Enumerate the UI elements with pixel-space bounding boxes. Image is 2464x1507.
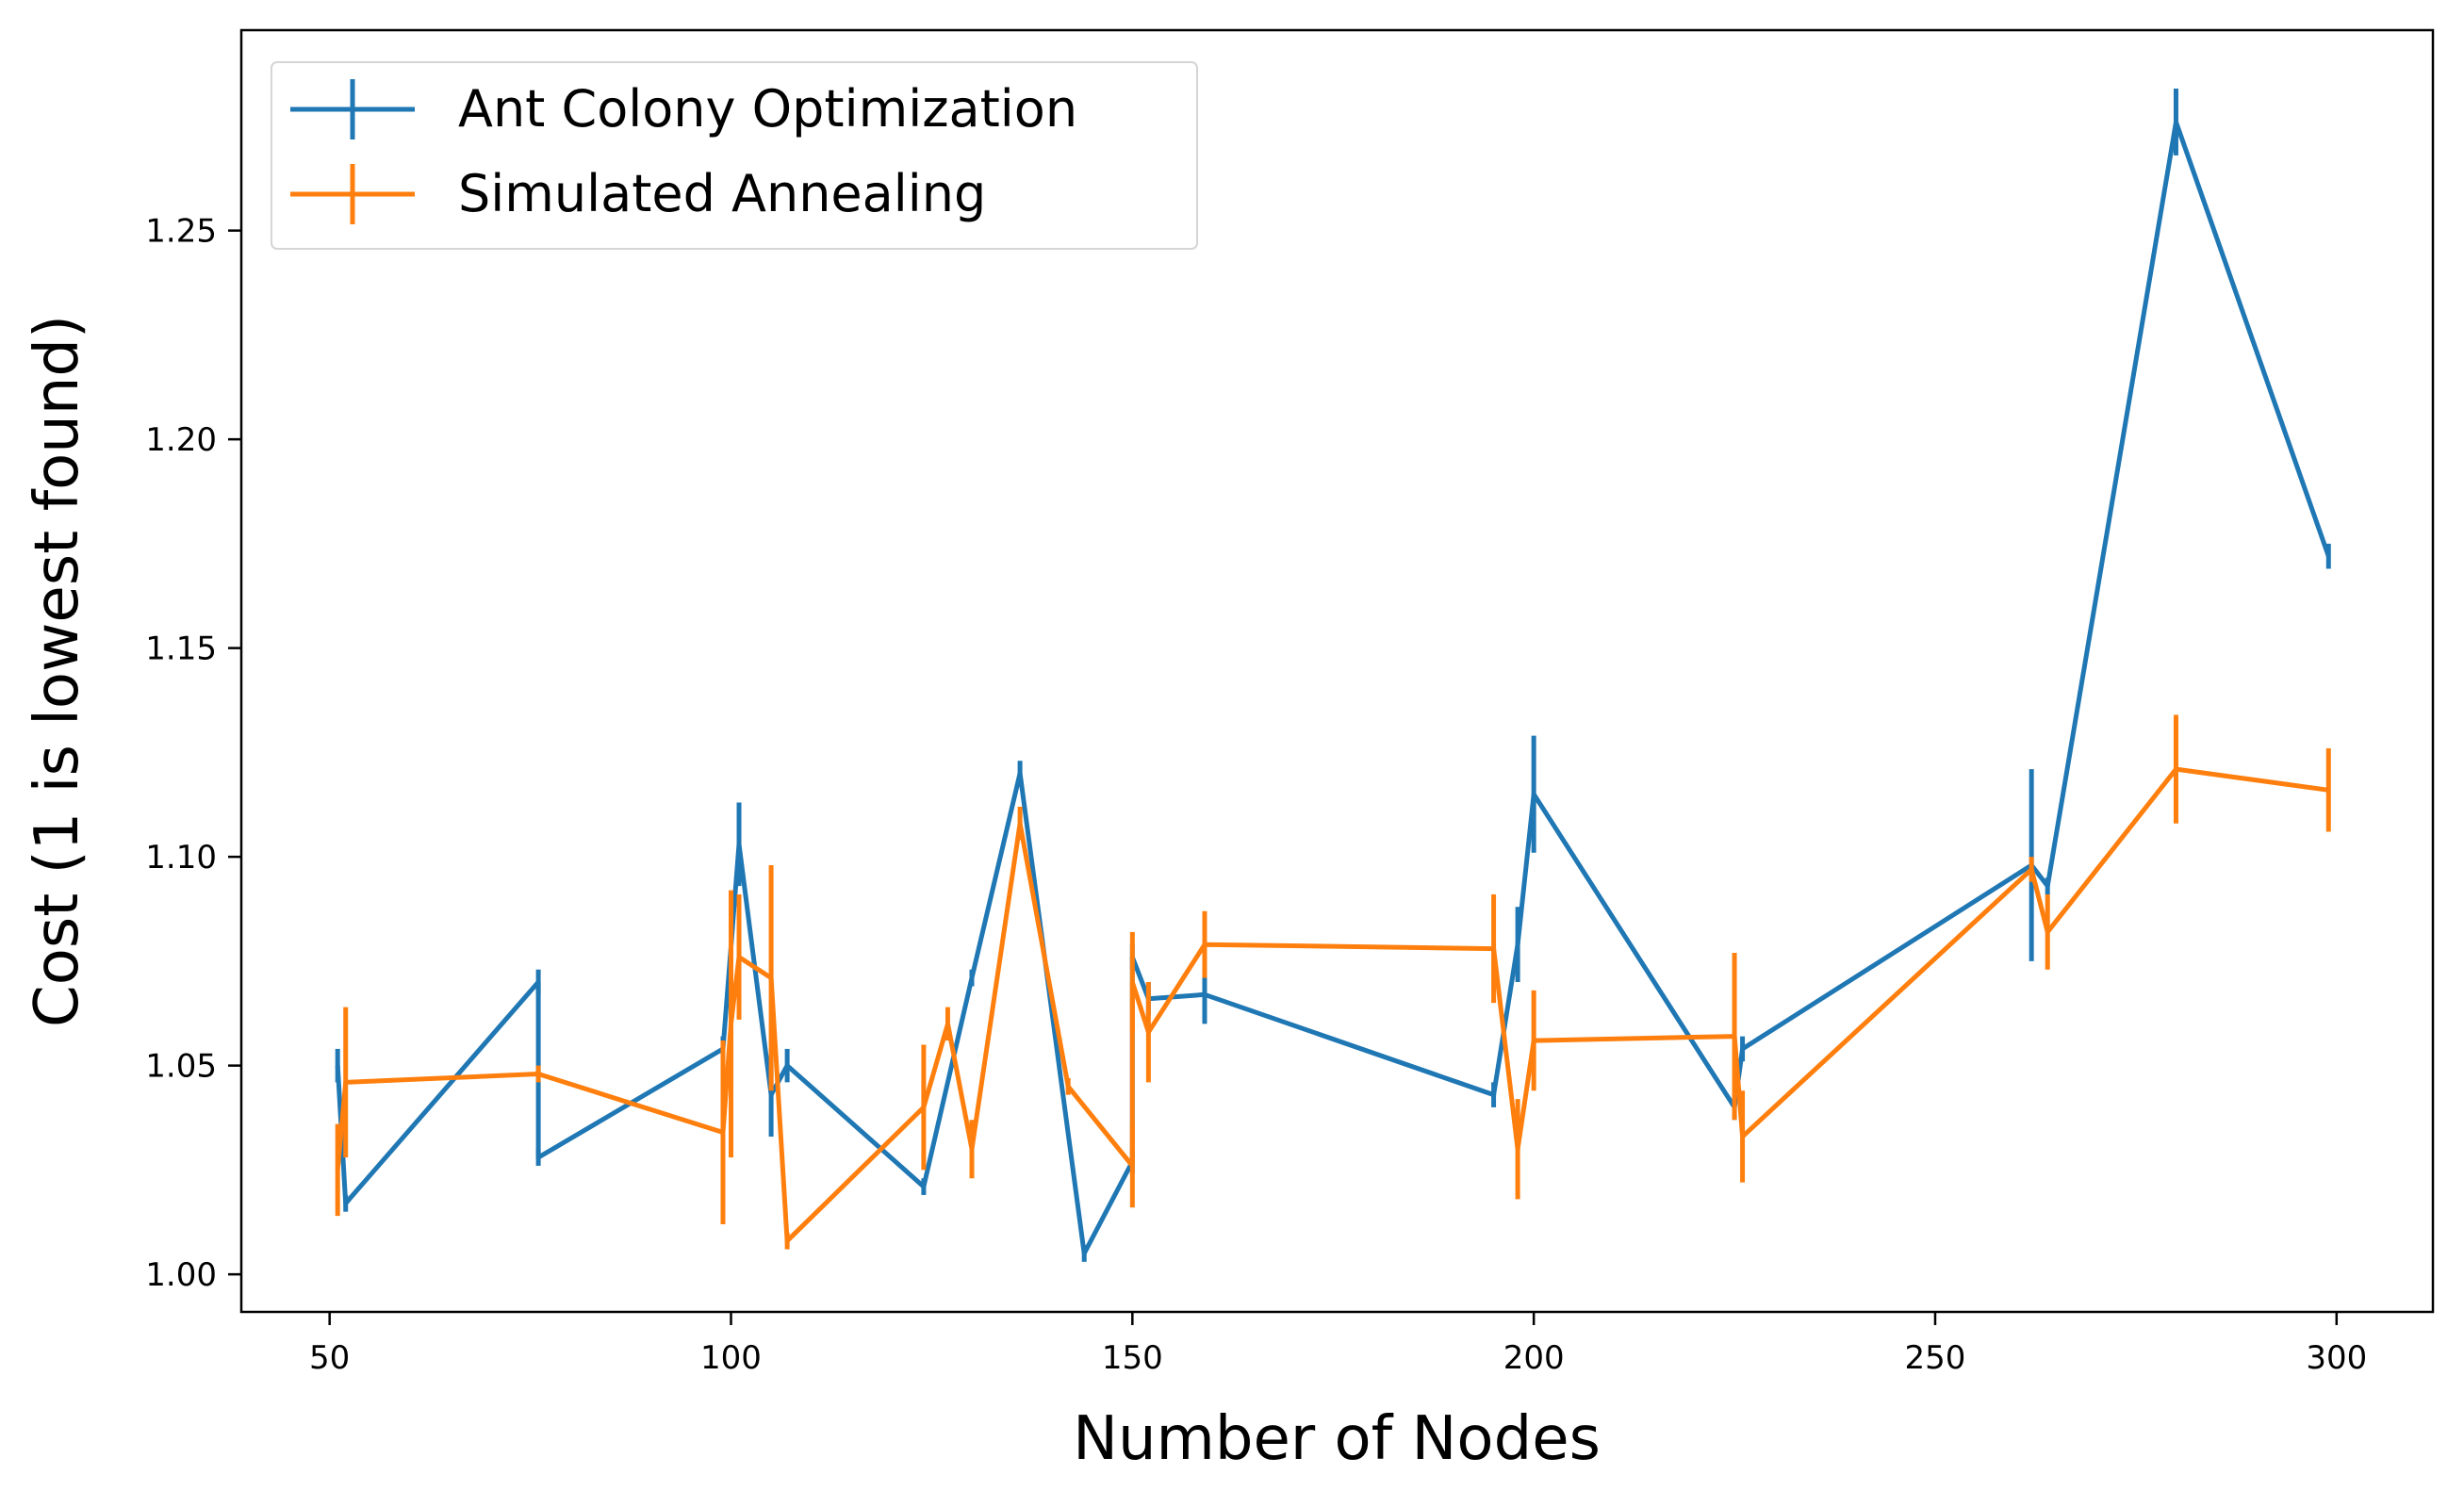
y-tick-label: 1.05 <box>145 1048 217 1086</box>
y-axis-label: Cost (1 is lowest found) <box>23 315 92 1027</box>
x-axis-label: Number of Nodes <box>1073 1404 1601 1474</box>
legend-item: Simulated Annealing <box>290 164 986 224</box>
legend-item: Ant Colony Optimization <box>290 79 1077 139</box>
legend: Ant Colony Optimization Simulated Anneali… <box>271 61 1198 250</box>
y-tick-label: 1.00 <box>145 1256 217 1294</box>
y-tick-label: 1.25 <box>145 213 217 251</box>
y-axis-ticks: 1.00 1.05 1.10 1.15 1.20 1.25 <box>145 213 241 1294</box>
y-tick-label: 1.20 <box>145 421 217 459</box>
y-tick-label: 1.15 <box>145 631 217 668</box>
x-tick-label: 200 <box>1503 1339 1565 1377</box>
series-0 <box>335 89 2331 1262</box>
legend-frame <box>271 61 1198 250</box>
series-line <box>335 120 2331 1256</box>
x-tick-label: 250 <box>1905 1339 1966 1377</box>
x-axis-ticks: 50 100 150 200 250 300 <box>309 1312 2367 1377</box>
x-tick-label: 300 <box>2306 1339 2367 1377</box>
x-tick-label: 150 <box>1102 1339 1163 1377</box>
x-tick-label: 100 <box>700 1339 762 1377</box>
plot-marks <box>335 89 2331 1262</box>
y-tick-label: 1.10 <box>145 839 217 876</box>
legend-label: Simulated Annealing <box>458 164 986 223</box>
series-1 <box>335 714 2331 1250</box>
x-tick-label: 50 <box>309 1339 350 1377</box>
legend-label: Ant Colony Optimization <box>458 79 1077 139</box>
plot-frame <box>239 28 2435 1314</box>
